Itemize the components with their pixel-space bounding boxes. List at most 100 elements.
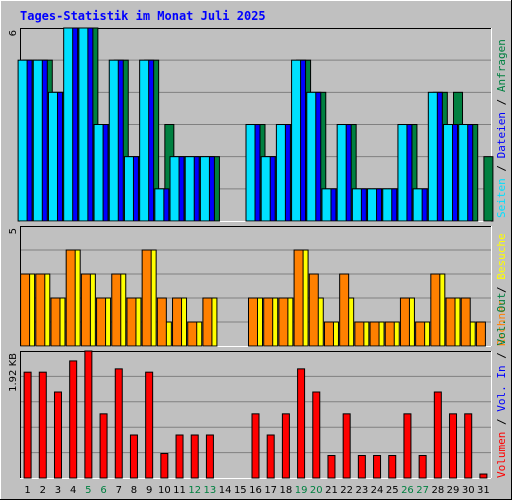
legend-separator: /	[495, 412, 508, 432]
x-tick-day-16: 16	[249, 485, 262, 496]
x-axis-day-labels: 1 2 3 4 5 6 7 8 9 10 11 12 13 14 15 16 17 18 19 20 21 22 23 24 2…	[24, 485, 489, 496]
bar-seiten-day-18	[275, 124, 286, 222]
bar-volumen-day-18	[281, 413, 290, 479]
bar-seiten-day-21	[321, 188, 332, 222]
x-tick-day-2: 2	[40, 485, 46, 496]
x-tick-day-14: 14	[219, 485, 232, 496]
bar-volumen-day-1	[23, 371, 32, 479]
legend-entry-vol-in: Vol. In	[495, 365, 508, 411]
side-legend-group: Rechner / Besuche	[495, 233, 508, 346]
legend-entry-volumen: Volumen	[495, 432, 508, 478]
x-tick-day-5: 5	[85, 485, 91, 496]
bar-seiten-day-26	[397, 124, 408, 222]
bar-volumen-day-25	[388, 455, 397, 479]
bar-seiten-day-10	[154, 188, 165, 222]
bar-seiten-day-25	[382, 188, 393, 222]
bar-seiten-day-7	[108, 59, 119, 222]
bar-volumen-day-3	[53, 391, 62, 479]
bar-seiten-day-27	[412, 188, 423, 222]
bar-volumen-day-11	[175, 434, 184, 479]
x-tick-day-6: 6	[100, 485, 106, 496]
legend-entry-vol-out: Vol. Out	[495, 293, 508, 346]
bar-seiten-day-6	[93, 124, 104, 222]
bar-rechner-day-6	[96, 297, 107, 347]
x-tick-day-18: 18	[280, 485, 293, 496]
bar-anfragen-day-31	[483, 156, 494, 222]
y-axis-max-label: 5	[8, 228, 19, 234]
bar-rechner-day-21	[323, 321, 334, 347]
bar-seiten-day-4	[63, 27, 74, 222]
x-tick-day-27: 27	[416, 485, 429, 496]
x-tick-day-13: 13	[204, 485, 217, 496]
x-tick-day-21: 21	[325, 485, 338, 496]
bar-seiten-day-3	[47, 91, 58, 222]
x-tick-day-31: 31	[477, 485, 490, 496]
bar-rechner-day-17	[263, 297, 274, 347]
bar-seiten-day-23	[351, 188, 362, 222]
bar-rechner-day-4	[65, 249, 76, 347]
bar-volumen-day-31	[479, 473, 488, 479]
x-tick-day-8: 8	[131, 485, 137, 496]
bar-rechner-day-19	[293, 249, 304, 347]
bar-seiten-day-24	[367, 188, 378, 222]
bar-seiten-day-13	[199, 156, 210, 222]
bar-rechner-day-22	[339, 273, 350, 347]
bar-rechner-day-10	[156, 297, 167, 347]
bar-volumen-day-16	[251, 413, 260, 479]
bar-volumen-day-29	[449, 413, 458, 479]
bar-volumen-day-28	[433, 391, 442, 479]
bar-rechner-day-3	[50, 297, 61, 347]
x-tick-day-20: 20	[310, 485, 323, 496]
legend-entry-seiten: Seiten	[495, 178, 508, 218]
panel-middle: 5	[8, 226, 492, 347]
bar-volumen-day-2	[38, 371, 47, 479]
y-axis-max-label: 6	[8, 30, 19, 36]
x-tick-day-3: 3	[55, 485, 61, 496]
chart-title: Tages-Statistik im Monat Juli 2025	[20, 9, 266, 23]
legend-separator: /	[495, 280, 508, 300]
x-tick-day-23: 23	[355, 485, 368, 496]
bar-volumen-day-10	[160, 453, 169, 479]
bar-rechner-day-18	[278, 297, 289, 347]
bar-rechner-day-16	[248, 297, 258, 347]
bar-rechner-day-25	[384, 321, 395, 347]
side-legend: Seiten / Dateien / Anfragen Rechner / Bes…	[495, 39, 508, 478]
bar-rechner-day-12	[187, 321, 198, 347]
bar-rechner-day-24	[369, 321, 380, 347]
bar-volumen-day-27	[418, 455, 427, 479]
x-tick-day-26: 26	[401, 485, 414, 496]
bar-seiten-day-2	[32, 59, 43, 222]
x-tick-day-10: 10	[158, 485, 171, 496]
legend-entry-dateien: Dateien	[495, 112, 508, 158]
bar-rechner-day-27	[415, 321, 426, 347]
bar-seiten-day-30	[458, 124, 469, 222]
bar-rechner-day-11	[172, 297, 183, 347]
legend-separator: /	[495, 346, 508, 366]
bar-rechner-day-30	[460, 297, 471, 347]
x-tick-day-19: 19	[295, 485, 308, 496]
bar-rechner-day-20	[308, 273, 319, 347]
bar-volumen-day-21	[327, 455, 336, 479]
bar-seiten-day-20	[306, 91, 317, 222]
legend-entry-besuche: Besuche	[495, 233, 508, 279]
bar-rechner-day-28	[430, 273, 441, 347]
bar-volumen-day-12	[190, 434, 199, 479]
bar-seiten-day-5	[78, 27, 89, 222]
bar-rechner-day-23	[354, 321, 365, 347]
legend-entry-rechner: Rechner	[495, 299, 508, 346]
legend-entry-anfragen: Anfragen	[495, 39, 508, 92]
x-tick-day-9: 9	[146, 485, 152, 496]
bar-rechner-day-9	[141, 249, 152, 347]
bar-volumen-day-13	[205, 434, 214, 479]
bar-volumen-day-4	[69, 360, 78, 479]
panel-bottom: 1.92 KB	[8, 350, 492, 479]
bar-volumen-day-30	[464, 413, 473, 479]
x-tick-day-7: 7	[116, 485, 122, 496]
bar-rechner-day-7	[111, 273, 122, 347]
bar-rechner-day-26	[399, 297, 410, 347]
x-tick-day-28: 28	[431, 485, 444, 496]
bar-volumen-day-8	[129, 434, 138, 479]
x-tick-day-11: 11	[173, 485, 186, 496]
bar-seiten-day-29	[443, 124, 454, 222]
